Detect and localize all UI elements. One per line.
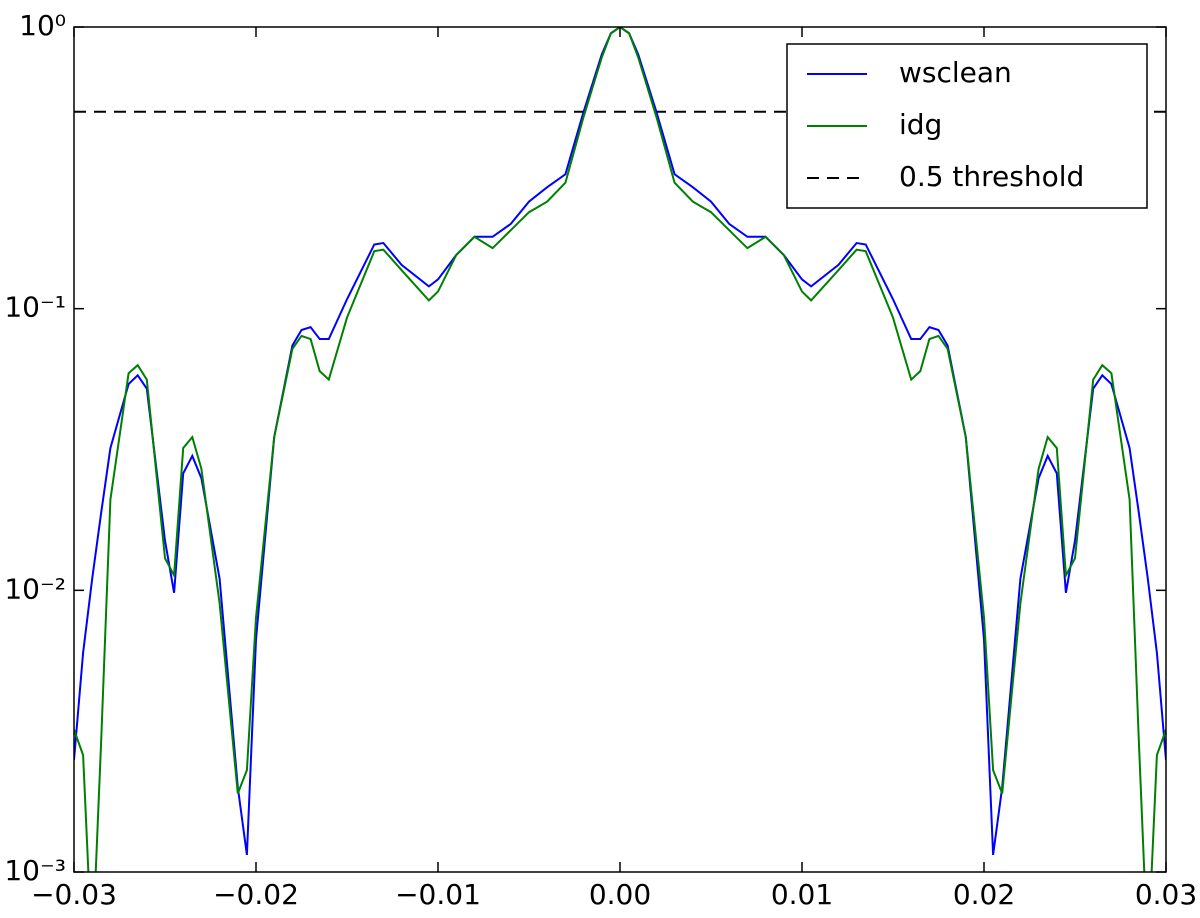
x-tick-label: 0.00	[589, 878, 651, 911]
x-tick-label: −0.01	[395, 878, 481, 911]
series-line	[74, 27, 1166, 872]
legend-label: 0.5 threshold	[899, 160, 1084, 193]
y-tick-label: 10⁻¹	[4, 291, 66, 324]
series-line	[74, 27, 1166, 856]
x-tick-label: 0.01	[771, 878, 833, 911]
y-tick-label: 10⁻³	[4, 854, 66, 887]
x-tick-label: −0.03	[31, 878, 117, 911]
legend-label: wsclean	[899, 56, 1012, 89]
y-tick-label: 10⁰	[19, 9, 66, 42]
legend-label: idg	[899, 108, 942, 141]
x-tick-label: −0.02	[213, 878, 299, 911]
y-tick-label: 10⁻²	[4, 572, 66, 605]
x-tick-label: 0.02	[953, 878, 1015, 911]
x-tick-label: 0.03	[1135, 878, 1197, 911]
